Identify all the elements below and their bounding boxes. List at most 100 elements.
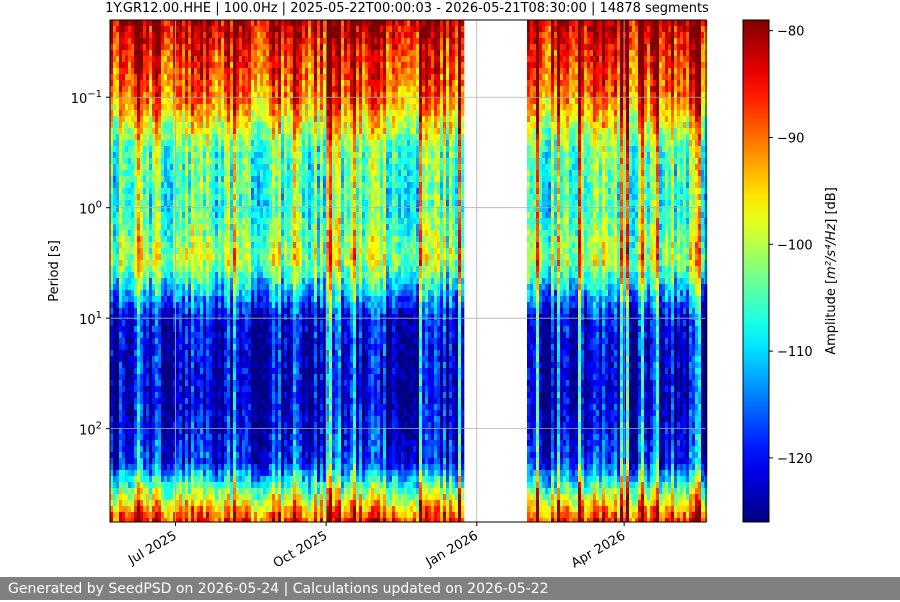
heatmap-cell bbox=[113, 146, 117, 153]
heatmap-cell bbox=[164, 368, 168, 375]
heatmap-cell bbox=[116, 356, 120, 363]
heatmap-cell bbox=[176, 242, 180, 249]
heatmap-cell bbox=[224, 446, 228, 453]
heatmap-cell bbox=[221, 134, 225, 141]
heatmap-cell bbox=[113, 218, 117, 225]
heatmap-cell bbox=[245, 188, 249, 195]
heatmap-cell bbox=[212, 350, 216, 357]
heatmap-cell bbox=[128, 440, 132, 447]
heatmap-cell bbox=[191, 86, 195, 93]
heatmap-cell bbox=[284, 512, 288, 519]
heatmap-cell bbox=[251, 494, 255, 501]
heatmap-cell bbox=[275, 236, 279, 243]
heatmap-cell bbox=[134, 86, 138, 93]
heatmap-cell bbox=[257, 410, 261, 417]
heatmap-cell bbox=[212, 368, 216, 375]
heatmap-cell bbox=[209, 98, 213, 105]
heatmap-cell bbox=[221, 26, 225, 33]
heatmap-cell bbox=[284, 476, 288, 483]
heatmap-cell bbox=[218, 80, 222, 87]
heatmap-cell bbox=[227, 260, 231, 267]
heatmap-cell bbox=[242, 464, 246, 471]
heatmap-cell bbox=[179, 68, 183, 75]
heatmap-cell bbox=[287, 260, 291, 267]
heatmap-cell bbox=[185, 86, 189, 93]
heatmap-cell bbox=[260, 362, 264, 369]
heatmap-cell bbox=[239, 176, 243, 183]
heatmap-cell bbox=[245, 446, 249, 453]
heatmap-cell bbox=[164, 386, 168, 393]
heatmap-cell bbox=[164, 440, 168, 447]
heatmap-cell bbox=[134, 170, 138, 177]
heatmap-cell bbox=[131, 452, 135, 459]
heatmap-cell bbox=[275, 272, 279, 279]
heatmap-cell bbox=[242, 164, 246, 171]
heatmap-cell bbox=[134, 434, 138, 441]
heatmap-cell bbox=[134, 494, 138, 501]
heatmap-cell bbox=[128, 272, 132, 279]
heatmap-cell bbox=[227, 110, 231, 117]
heatmap-cell bbox=[236, 218, 240, 225]
heatmap-cell bbox=[260, 32, 264, 39]
heatmap-cell bbox=[281, 446, 285, 453]
heatmap-cell bbox=[152, 260, 156, 267]
heatmap-cell bbox=[188, 140, 192, 147]
heatmap-cell bbox=[248, 470, 252, 477]
heatmap-cell bbox=[146, 20, 150, 27]
heatmap-cell bbox=[215, 326, 219, 333]
heatmap-cell bbox=[206, 290, 210, 297]
heatmap-cell bbox=[164, 398, 168, 405]
heatmap-cell bbox=[134, 146, 138, 153]
heatmap-cell bbox=[197, 314, 201, 321]
heatmap-cell bbox=[236, 518, 240, 523]
heatmap-cell bbox=[266, 290, 270, 297]
heatmap-cell bbox=[275, 182, 279, 189]
heatmap-cell bbox=[200, 122, 204, 129]
heatmap-cell bbox=[245, 92, 249, 99]
heatmap-cell bbox=[212, 140, 216, 147]
heatmap-cell bbox=[179, 92, 183, 99]
heatmap-cell bbox=[185, 236, 189, 243]
heatmap-cell bbox=[149, 398, 153, 405]
heatmap-cell bbox=[158, 122, 162, 129]
heatmap-cell bbox=[233, 92, 237, 99]
heatmap-cell bbox=[197, 32, 201, 39]
heatmap-cell bbox=[122, 140, 126, 147]
heatmap-cell bbox=[170, 206, 174, 213]
heatmap-cell bbox=[152, 392, 156, 399]
heatmap-cell bbox=[140, 512, 144, 519]
heatmap-cell bbox=[254, 152, 258, 159]
heatmap-cell bbox=[116, 38, 120, 45]
heatmap-cell bbox=[122, 74, 126, 81]
heatmap-cell bbox=[167, 200, 171, 207]
heatmap-cell bbox=[155, 416, 159, 423]
heatmap-cell bbox=[164, 350, 168, 357]
heatmap-cell bbox=[212, 206, 216, 213]
heatmap-cell bbox=[155, 20, 159, 27]
heatmap-cell bbox=[110, 404, 114, 411]
heatmap-cell bbox=[113, 104, 117, 111]
heatmap-cell bbox=[221, 296, 225, 303]
heatmap-cell bbox=[281, 158, 285, 165]
heatmap-cell bbox=[281, 494, 285, 501]
heatmap-cell bbox=[275, 62, 279, 69]
heatmap-cell bbox=[173, 488, 177, 495]
heatmap-cell bbox=[269, 32, 273, 39]
heatmap-cell bbox=[179, 458, 183, 465]
heatmap-cell bbox=[164, 500, 168, 507]
heatmap-cell bbox=[203, 86, 207, 93]
heatmap-cell bbox=[134, 176, 138, 183]
heatmap-cell bbox=[245, 356, 249, 363]
heatmap-cell bbox=[194, 446, 198, 453]
heatmap-cell bbox=[236, 320, 240, 327]
heatmap-cell bbox=[170, 128, 174, 135]
heatmap-cell bbox=[137, 464, 141, 471]
heatmap-cell bbox=[176, 464, 180, 471]
heatmap-cell bbox=[251, 188, 255, 195]
heatmap-cell bbox=[188, 506, 192, 513]
heatmap-cell bbox=[152, 86, 156, 93]
heatmap-cell bbox=[119, 56, 123, 63]
heatmap-cell bbox=[221, 128, 225, 135]
heatmap-cell bbox=[173, 386, 177, 393]
heatmap-cell bbox=[230, 290, 234, 297]
